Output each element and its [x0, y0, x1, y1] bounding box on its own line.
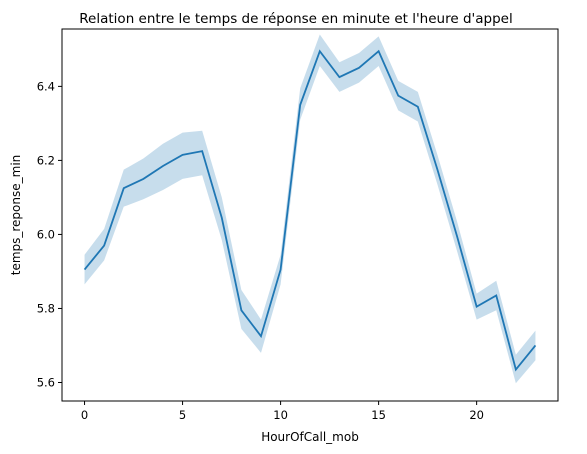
plot-frame	[61, 28, 559, 402]
y-axis-ticks: 5.6 5.8 6.0 6.2 6.4	[37, 79, 62, 389]
x-tick-label: 10	[273, 408, 288, 422]
y-tick-label: 6.2	[37, 153, 55, 167]
y-tick-label: 5.6	[37, 375, 55, 389]
y-axis-label: temps_reponse_min	[9, 155, 23, 276]
x-tick-label: 5	[179, 408, 186, 422]
plot-area: 0 5 10 15 20 5.6 5.8 6.0 6.2 6.4	[37, 28, 559, 422]
y-tick-label: 6.4	[37, 79, 55, 93]
confidence-band	[84, 34, 536, 384]
y-tick-label: 6.0	[37, 227, 55, 241]
x-tick-label: 20	[469, 408, 484, 422]
x-tick-label: 15	[371, 408, 386, 422]
x-axis-ticks: 0 5 10 15 20	[81, 401, 484, 422]
mean-line	[83, 49, 537, 372]
y-tick-label: 5.8	[37, 301, 55, 315]
chart-title: Relation entre le temps de réponse en mi…	[79, 11, 512, 27]
x-axis-label: HourOfCall_mob	[261, 430, 359, 444]
x-tick-label: 0	[81, 408, 88, 422]
